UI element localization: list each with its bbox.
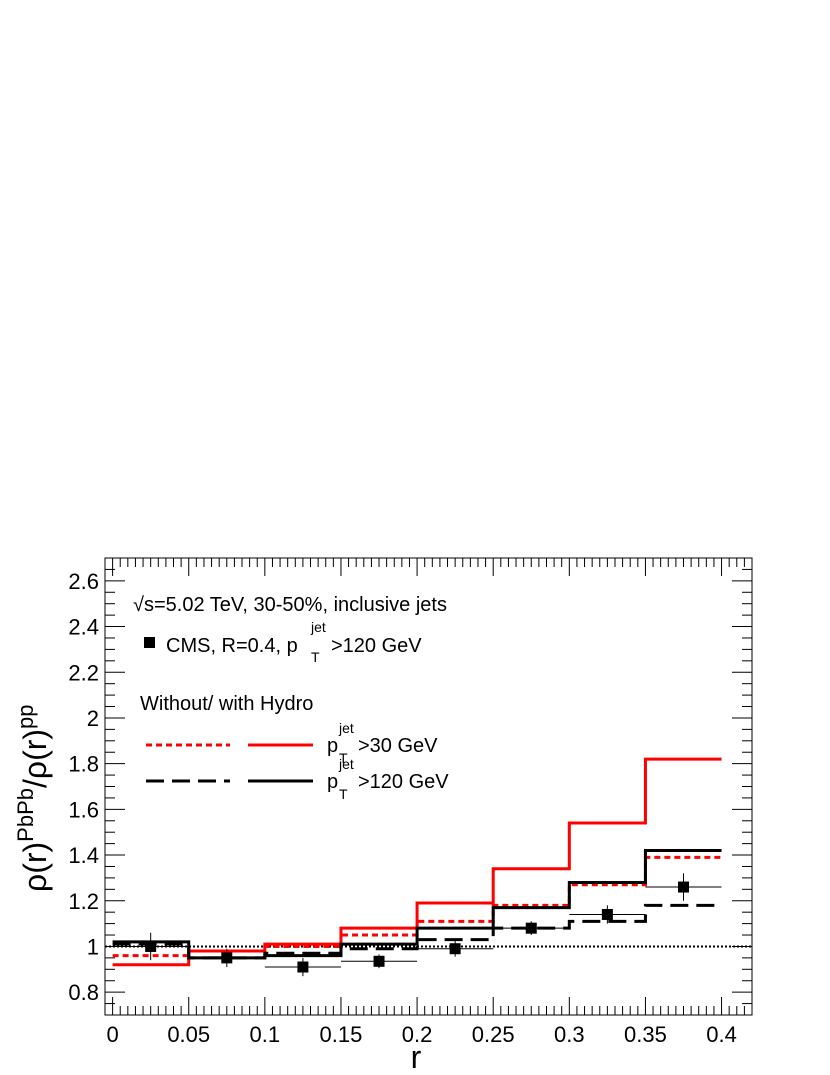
cms-legend-sup: jet [310,619,326,635]
legend-row1-p: p [327,735,338,757]
x-tick-label: 0.05 [167,1022,210,1047]
cms-point [221,952,233,964]
cms-point [525,922,537,934]
energy-annotation: √s=5.02 TeV, 30-50%, inclusive jets [133,594,447,616]
x-tick-label: 0.3 [554,1022,585,1047]
y-tick-label: 1.2 [68,889,99,914]
cms-points-layer [112,873,722,977]
x-axis-title: r [411,1039,422,1075]
legend-row2-p: p [327,771,338,793]
y-tick-label: 1.8 [68,752,99,777]
legend-row2-sup: jet [338,756,354,772]
y-tick-label: 2 [87,706,99,731]
legend-row1-sup: jet [338,720,354,736]
cms-point [449,943,461,955]
legend-row1-suffix: >30 GeV [358,735,438,757]
cms-legend-label: CMS, R=0.4, p [166,635,298,657]
y-tick-label: 2.2 [68,660,99,685]
y-tick-label: 0.8 [68,980,99,1005]
y-tick-label: 1.4 [68,843,99,868]
x-tick-label: 0.25 [472,1022,515,1047]
legend-header: Without/ with Hydro [140,693,313,715]
legend-row2-suffix: >120 GeV [358,771,449,793]
cms-point [677,881,689,893]
cms-point [297,961,309,973]
cms-legend-suffix: >120 GeV [331,635,422,657]
x-tick-label: 0 [106,1022,118,1047]
x-tick-label: 0.15 [320,1022,363,1047]
cms-point [373,955,385,967]
x-tick-label: 0.4 [706,1022,737,1047]
x-tick-label: 0.35 [624,1022,667,1047]
x-tick-label: 0.2 [402,1022,433,1047]
cms-legend-marker [144,637,155,648]
cms-point [601,908,613,920]
cms-point [145,940,157,952]
y-axis-title: ρ(r)PbPb/ρ(r)pp [13,704,53,892]
cms-legend-sub: T [311,649,320,665]
legend-row1-sub: T [339,750,348,766]
y-tick-label: 1.6 [68,797,99,822]
y-tick-label: 2.6 [68,569,99,594]
legend-row2-sub: T [339,786,348,802]
x-tick-label: 0.1 [250,1022,281,1047]
axis-ticks: 0 0.05 0.1 0.15 0.2 0.25 0.3 0.35 0.4 0.8 1 1.2 1.4 1… [68,557,753,1047]
y-tick-label: 1 [87,934,99,959]
y-tick-label: 2.4 [68,615,99,640]
